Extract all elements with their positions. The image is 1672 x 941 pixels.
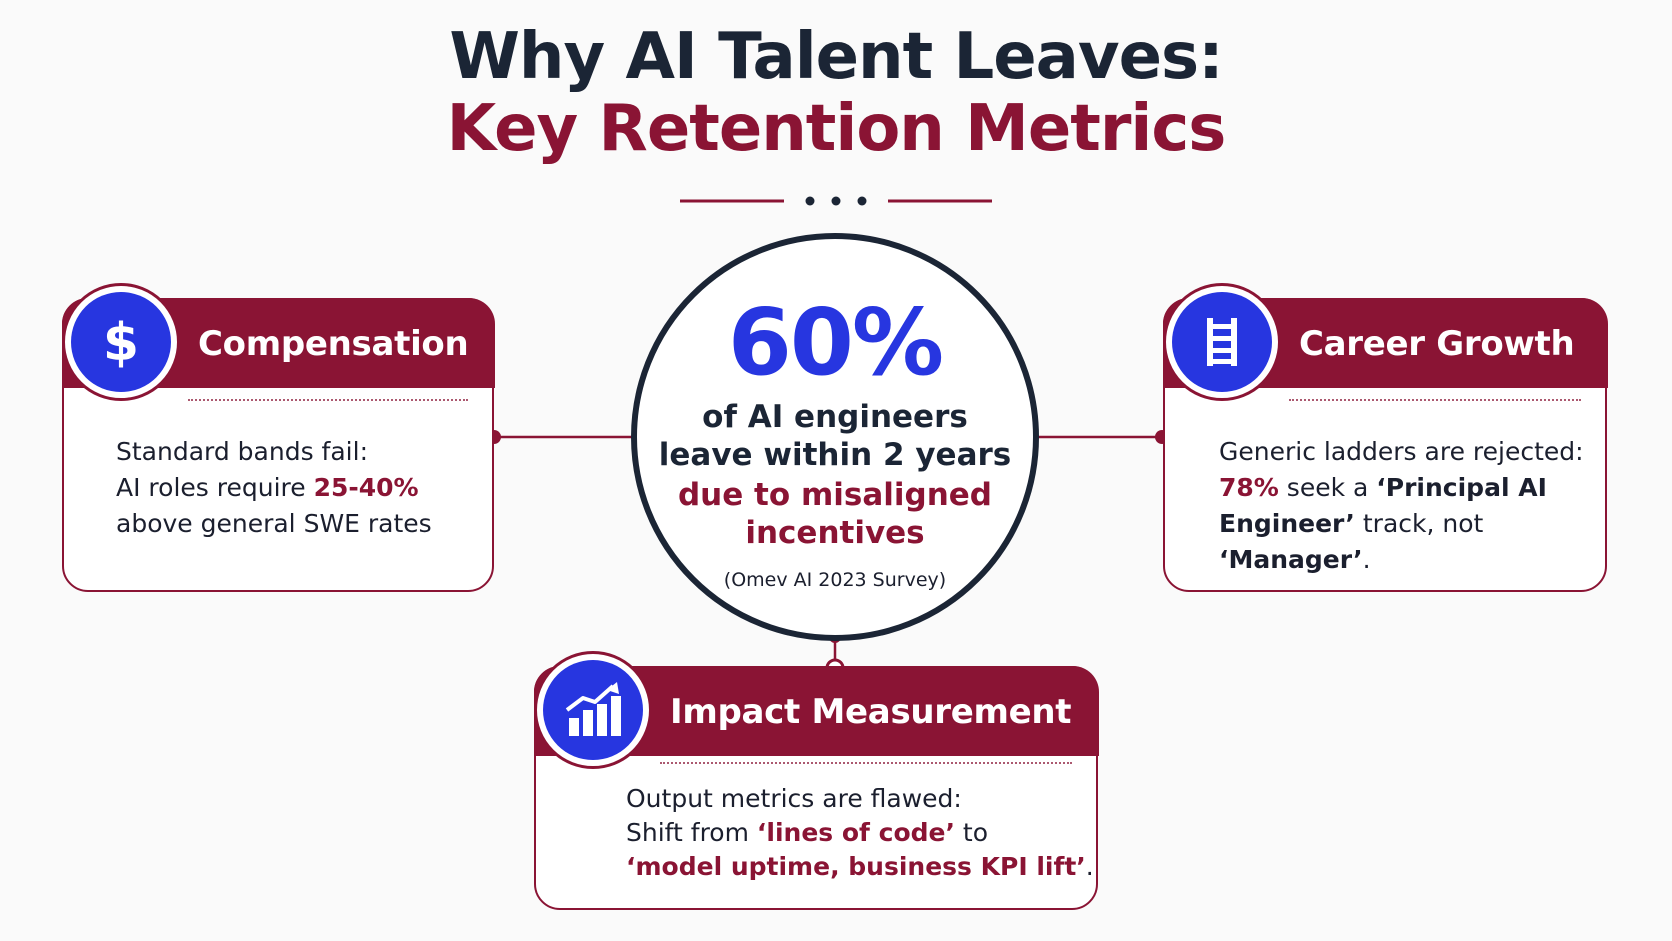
compensation-body-line-3: above general SWE rates [116, 509, 432, 538]
stat-line-2: leave within 2 years [658, 437, 1012, 473]
stat-line-1: of AI engineers [702, 399, 968, 435]
career-growth-highlight: 78% [1219, 473, 1279, 502]
compensation-divider [188, 399, 468, 401]
title-line-2: Key Retention Metrics [446, 91, 1227, 166]
career-growth-body-line-3: Engineer’ track, not [1219, 509, 1484, 538]
impact-measurement-body-line-2: Shift from ‘lines of code’ to [626, 818, 989, 847]
career-growth-body-line-4: ‘Manager’. [1219, 545, 1371, 574]
svg-text:$: $ [103, 313, 139, 372]
stat-line-4: incentives [745, 515, 925, 551]
center-stat-circle: 60% of AI engineers leave within 2 years… [631, 233, 1039, 641]
compensation-body: Standard bands fail: AI roles require 25… [116, 434, 432, 542]
title-line-1: Why AI Talent Leaves: [449, 20, 1223, 94]
compensation-body-line-1: Standard bands fail: [116, 437, 368, 466]
impact-highlight-2: ‘model uptime, business KPI lift’ [626, 852, 1086, 881]
career-growth-divider [1289, 399, 1581, 401]
bar-chart-trend-icon [565, 682, 621, 736]
compensation-title: Compensation [198, 324, 469, 364]
compensation-highlight: 25-40% [313, 473, 419, 502]
career-growth-title: Career Growth [1299, 324, 1575, 364]
stat-line-3: due to misaligned [677, 477, 992, 513]
stat-value: 60% [727, 289, 944, 396]
page-title: Why AI Talent Leaves: Key Retention Metr… [0, 20, 1672, 166]
impact-measurement-divider [660, 762, 1072, 764]
impact-highlight-1: ‘lines of code’ [756, 818, 955, 847]
stat-source: (Omev AI 2023 Survey) [723, 569, 947, 591]
career-growth-body-line-2: 78% seek a ‘Principal AI [1219, 473, 1547, 502]
title-divider [680, 196, 992, 206]
impact-measurement-icon-badge [534, 651, 652, 769]
ladder-icon [1207, 318, 1237, 366]
impact-measurement-title: Impact Measurement [670, 692, 1072, 732]
career-growth-body: Generic ladders are rejected: 78% seek a… [1219, 434, 1584, 578]
compensation-icon-badge: $ [62, 283, 180, 401]
impact-measurement-body: Output metrics are flawed: Shift from ‘l… [626, 782, 1094, 884]
career-growth-body-line-1: Generic ladders are rejected: [1219, 437, 1584, 466]
impact-measurement-body-line-1: Output metrics are flawed: [626, 784, 962, 813]
compensation-body-line-2: AI roles require 25-40% [116, 473, 419, 502]
dollar-icon: $ [103, 313, 139, 372]
impact-measurement-body-line-3: ‘model uptime, business KPI lift’. [626, 852, 1094, 881]
career-growth-icon-badge [1163, 283, 1281, 401]
